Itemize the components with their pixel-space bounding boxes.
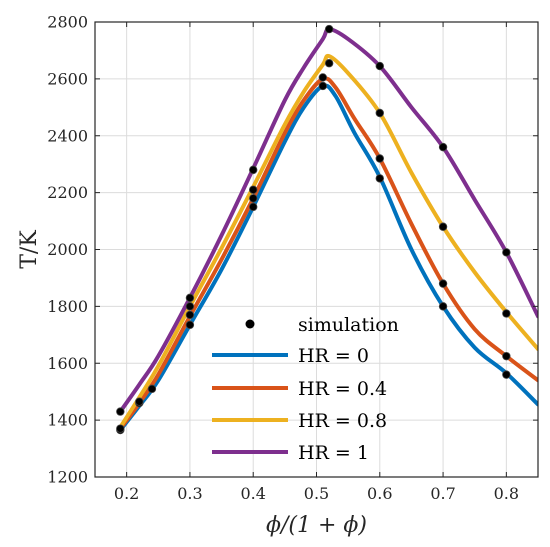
y-tick-label: 2000 <box>47 240 88 259</box>
simulation-point <box>116 424 125 433</box>
simulation-point <box>116 407 125 416</box>
simulation-point <box>502 351 511 361</box>
simulation-point <box>249 202 258 212</box>
simulation-point <box>438 222 448 231</box>
legend: simulation HR = 0 HR = 0.4 HR = 0.8 HR =… <box>212 314 399 464</box>
x-tick-labels: 0.2 0.3 0.4 0.5 0.6 0.7 0.8 <box>114 484 519 503</box>
simulation-point <box>502 309 511 318</box>
simulation-point <box>185 302 195 311</box>
simulation-points <box>116 24 511 435</box>
y-tick-label: 1600 <box>47 354 88 373</box>
y-tick-label: 1800 <box>47 297 88 316</box>
x-axis-title: ϕ/(1 + ϕ) <box>266 513 367 538</box>
simulation-point <box>185 293 195 303</box>
y-tick-labels: 1200 1400 1600 1800 2000 2200 2400 2600 2800 <box>47 13 88 487</box>
simulation-point <box>147 384 157 394</box>
y-tick-label: 1400 <box>47 411 88 430</box>
series-hr08-line <box>118 53 538 430</box>
y-tick-label: 1200 <box>47 468 88 487</box>
x-tick-label: 0.2 <box>114 484 139 503</box>
simulation-point <box>502 370 511 379</box>
x-tick-label: 0.5 <box>304 484 329 503</box>
simulation-point <box>438 302 448 311</box>
grid <box>95 21 538 478</box>
x-tick-label: 0.4 <box>240 484 265 503</box>
simulation-point <box>185 320 195 330</box>
simulation-point <box>249 185 258 194</box>
legend-simulation-marker <box>245 319 255 329</box>
y-tick-label: 2800 <box>47 13 88 32</box>
y-tick-label: 2400 <box>47 126 88 145</box>
simulation-point <box>502 248 511 257</box>
axis-ticks <box>95 21 538 478</box>
simulation-point <box>438 142 448 152</box>
series-lines <box>118 27 538 433</box>
y-tick-label: 2200 <box>47 183 88 202</box>
legend-hr08-label: HR = 0.8 <box>298 410 387 432</box>
simulation-point <box>324 24 334 34</box>
x-tick-label: 0.6 <box>367 484 392 503</box>
simulation-point <box>324 59 334 68</box>
simulation-point <box>375 61 384 71</box>
simulation-point <box>318 81 328 91</box>
y-tick-label: 2600 <box>47 69 88 88</box>
legend-hr04-label: HR = 0.4 <box>298 378 387 400</box>
simulation-point <box>318 73 328 82</box>
simulation-point <box>249 194 258 203</box>
simulation-point <box>185 310 195 320</box>
series-hr04-line <box>118 76 538 431</box>
x-tick-label: 0.7 <box>430 484 455 503</box>
series-hr1-line <box>118 27 538 414</box>
simulation-point <box>375 108 384 118</box>
legend-hr1-label: HR = 1 <box>298 442 369 464</box>
x-tick-label: 0.3 <box>177 484 202 503</box>
x-tick-label: 0.8 <box>494 484 519 503</box>
simulation-point <box>438 279 448 288</box>
simulation-point <box>375 154 384 163</box>
legend-hr0-label: HR = 0 <box>298 345 369 367</box>
legend-simulation-label: simulation <box>298 314 399 336</box>
simulation-point <box>375 174 384 183</box>
simulation-point <box>249 165 258 175</box>
y-axis-title: T/K <box>17 230 42 269</box>
simulation-point <box>135 397 144 406</box>
